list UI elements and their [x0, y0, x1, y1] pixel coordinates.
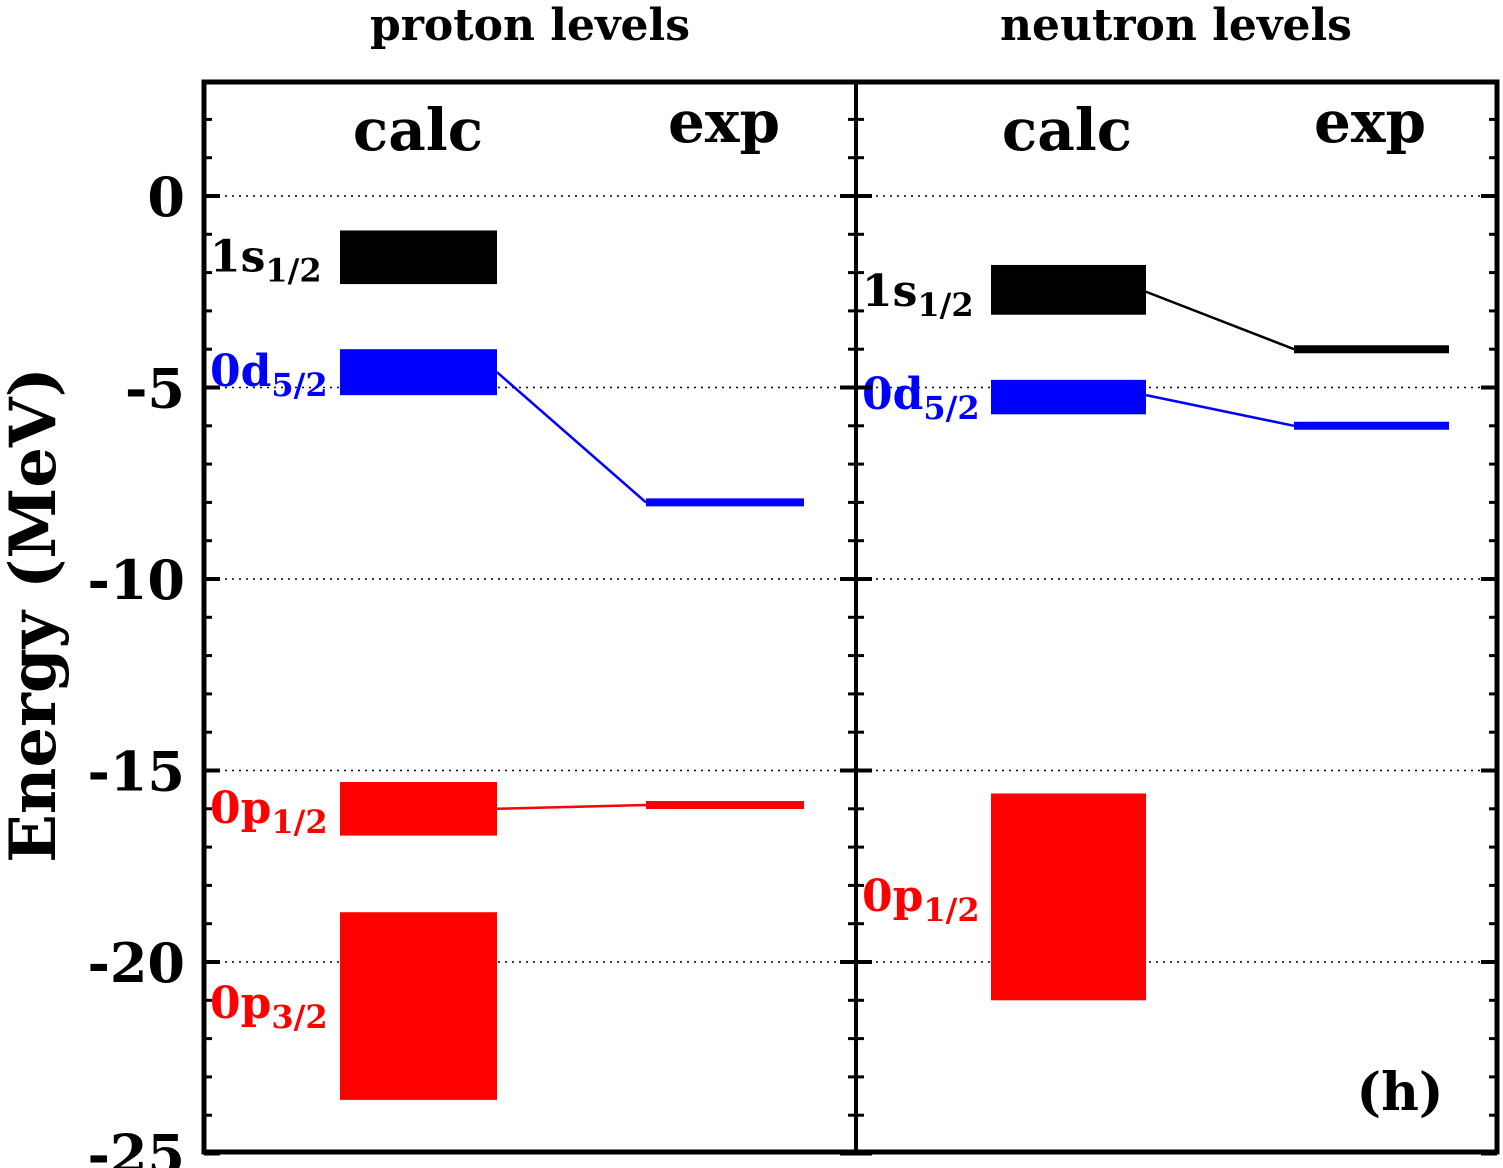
orbital-label: 0p3/2	[210, 978, 328, 1036]
exp-column-label-proton: exp	[668, 88, 780, 156]
y-tick-label: -10	[87, 548, 185, 612]
calc-level-bar	[340, 349, 497, 396]
orbital-label: 1s1/2	[210, 231, 322, 289]
orbital-label: 0p1/2	[210, 783, 328, 841]
level-connector	[496, 803, 647, 811]
calc-level-bar	[340, 781, 497, 836]
orbital-label: 0d5/2	[862, 369, 980, 427]
panel-title-proton: proton levels	[370, 0, 690, 51]
panel-title-neutron: neutron levels	[1000, 0, 1352, 51]
calc-level-bar	[340, 230, 497, 285]
level-connector	[1145, 393, 1295, 428]
orbital-label: 0d5/2	[210, 346, 328, 404]
calc-level-bar	[991, 264, 1146, 315]
calc-column-label-proton: calc	[353, 96, 483, 164]
exp-column-label-neutron: exp	[1314, 88, 1426, 156]
y-tick-label: -25	[87, 1123, 185, 1168]
orbital-label: 0p1/2	[862, 871, 980, 929]
level-connector	[496, 371, 647, 504]
calc-level-bar	[991, 793, 1146, 1001]
level-connector	[1145, 290, 1295, 351]
y-axis-label: Energy (MeV)	[0, 367, 71, 863]
orbital-label: 1s1/2	[862, 266, 974, 324]
level-labels: 1s1/2 0d5/2 0p1/2 0p3/2 1s1/2 0d5/2 0p1/2	[210, 231, 980, 1036]
level-bars	[340, 230, 1449, 1100]
y-tick-label: -20	[87, 931, 185, 995]
calc-column-label-neutron: calc	[1002, 96, 1132, 164]
connector-lines	[496, 290, 1295, 811]
calc-level-bar	[340, 912, 497, 1100]
y-tick-label: -15	[87, 740, 185, 804]
axis-ticks: 0 -5 -10 -15 -20 -25	[87, 79, 1497, 1168]
y-tick-label: -5	[125, 357, 185, 421]
panel-tag: (h)	[1356, 1062, 1443, 1123]
y-tick-label: 0	[147, 165, 185, 229]
calc-level-bar	[991, 379, 1146, 415]
